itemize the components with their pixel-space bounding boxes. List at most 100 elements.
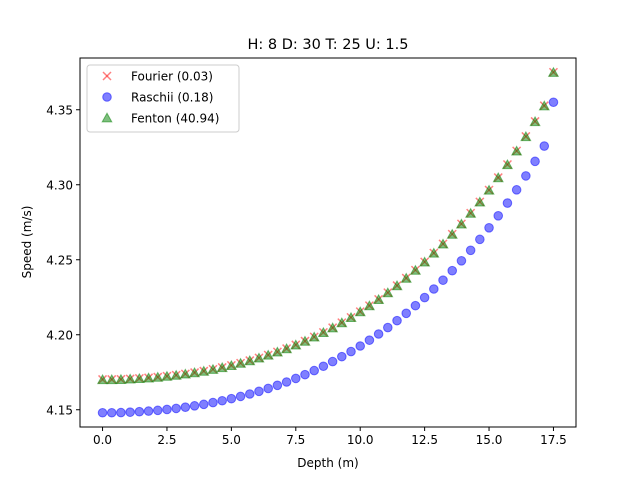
- point-raschii: [456, 256, 467, 266]
- data-points: [96, 66, 560, 418]
- x-tick-label: 0.0: [93, 433, 112, 447]
- point-fenton: [142, 372, 155, 383]
- point-raschii: [272, 380, 283, 391]
- point-fenton: [363, 300, 376, 311]
- point-raschii: [521, 171, 531, 181]
- point-raschii: [217, 395, 227, 406]
- point-raschii: [355, 341, 366, 351]
- legend-frame: [86, 64, 240, 133]
- point-fenton: [299, 335, 311, 346]
- point-raschii: [171, 403, 181, 414]
- point-raschii: [327, 356, 338, 367]
- point-raschii: [189, 401, 200, 411]
- point-fenton: [152, 371, 164, 382]
- point-raschii: [152, 405, 163, 416]
- point-raschii: [438, 275, 448, 285]
- y-axis-label: Speed (m/s): [20, 206, 34, 279]
- point-fenton: [179, 368, 192, 379]
- point-raschii: [309, 365, 319, 376]
- point-fenton: [391, 280, 403, 291]
- point-raschii: [198, 399, 209, 410]
- y-tick-label: 4.20: [46, 328, 73, 342]
- point-fenton: [492, 172, 504, 183]
- point-raschii: [116, 407, 126, 418]
- point-raschii: [364, 335, 375, 345]
- point-raschii: [254, 386, 264, 397]
- point-fenton: [345, 311, 357, 322]
- point-fenton: [326, 322, 339, 333]
- point-raschii: [493, 211, 504, 221]
- series-fenton: [96, 66, 560, 385]
- point-raschii: [290, 373, 301, 384]
- point-fenton: [400, 272, 412, 283]
- point-fenton: [124, 373, 136, 384]
- point-raschii: [162, 404, 172, 415]
- point-raschii: [465, 245, 476, 256]
- point-raschii: [143, 406, 154, 416]
- y-tick-label: 4.15: [46, 403, 73, 417]
- point-raschii: [401, 308, 412, 319]
- point-raschii: [244, 389, 255, 399]
- point-fenton: [106, 373, 118, 385]
- point-raschii: [511, 185, 522, 195]
- point-fenton: [501, 158, 514, 170]
- point-raschii: [346, 346, 356, 357]
- point-fenton: [446, 228, 458, 239]
- legend-marker-raschii: [102, 92, 112, 102]
- point-raschii: [180, 402, 191, 413]
- point-fenton: [529, 115, 541, 127]
- point-fenton: [483, 184, 495, 195]
- x-tick-label: 12.5: [411, 433, 438, 447]
- point-raschii: [125, 407, 135, 417]
- point-raschii: [106, 407, 117, 418]
- legend-label-raschii: Raschii (0.18): [131, 91, 213, 105]
- point-raschii: [134, 406, 145, 417]
- y-tick-label: 4.35: [46, 103, 73, 117]
- point-fenton: [262, 349, 274, 360]
- point-fenton: [308, 331, 320, 342]
- x-axis-ticks: 0.0 2.5 5.0 7.5 10.0 12.5 15.0 17.5: [93, 427, 567, 447]
- point-fenton: [382, 287, 394, 298]
- point-raschii: [502, 198, 513, 208]
- point-fenton: [455, 218, 468, 229]
- point-fenton: [280, 343, 293, 354]
- point-fenton: [244, 355, 256, 366]
- y-tick-label: 4.25: [46, 253, 73, 267]
- x-axis-label: Depth (m): [297, 456, 358, 470]
- point-raschii: [281, 377, 292, 387]
- x-tick-label: 5.0: [222, 433, 241, 447]
- series-raschii: [97, 97, 559, 418]
- point-fenton: [547, 66, 560, 77]
- point-raschii: [484, 223, 494, 233]
- y-axis-ticks: 4.15 4.20 4.25 4.30 4.35: [46, 103, 80, 417]
- point-fenton: [409, 264, 422, 275]
- point-fenton: [538, 100, 550, 111]
- legend-marker-fenton: [101, 112, 113, 123]
- point-raschii: [410, 300, 421, 311]
- point-raschii: [373, 329, 384, 339]
- x-tick-label: 15.0: [476, 433, 503, 447]
- point-fenton: [225, 359, 238, 370]
- point-raschii: [548, 97, 559, 108]
- point-fenton: [253, 352, 265, 363]
- point-fenton: [437, 238, 449, 249]
- point-fenton: [96, 373, 109, 385]
- x-tick-label: 7.5: [286, 433, 305, 447]
- point-fenton: [198, 365, 210, 376]
- legend: Fourier (0.03) Raschii (0.18) Fenton (40.9…: [86, 64, 240, 133]
- point-raschii: [318, 361, 329, 372]
- legend-label-fenton: Fenton (40.94): [131, 112, 219, 126]
- point-fenton: [216, 361, 228, 373]
- point-fenton: [317, 326, 330, 337]
- point-raschii: [475, 234, 485, 245]
- point-raschii: [447, 265, 458, 276]
- point-fenton: [474, 196, 486, 207]
- point-fenton: [418, 256, 431, 267]
- point-raschii: [419, 292, 430, 303]
- legend-marker-fourier: [102, 71, 112, 81]
- y-tick-label: 4.30: [46, 178, 73, 192]
- point-fenton: [115, 373, 127, 384]
- point-fenton: [428, 247, 440, 258]
- point-fenton: [207, 363, 219, 374]
